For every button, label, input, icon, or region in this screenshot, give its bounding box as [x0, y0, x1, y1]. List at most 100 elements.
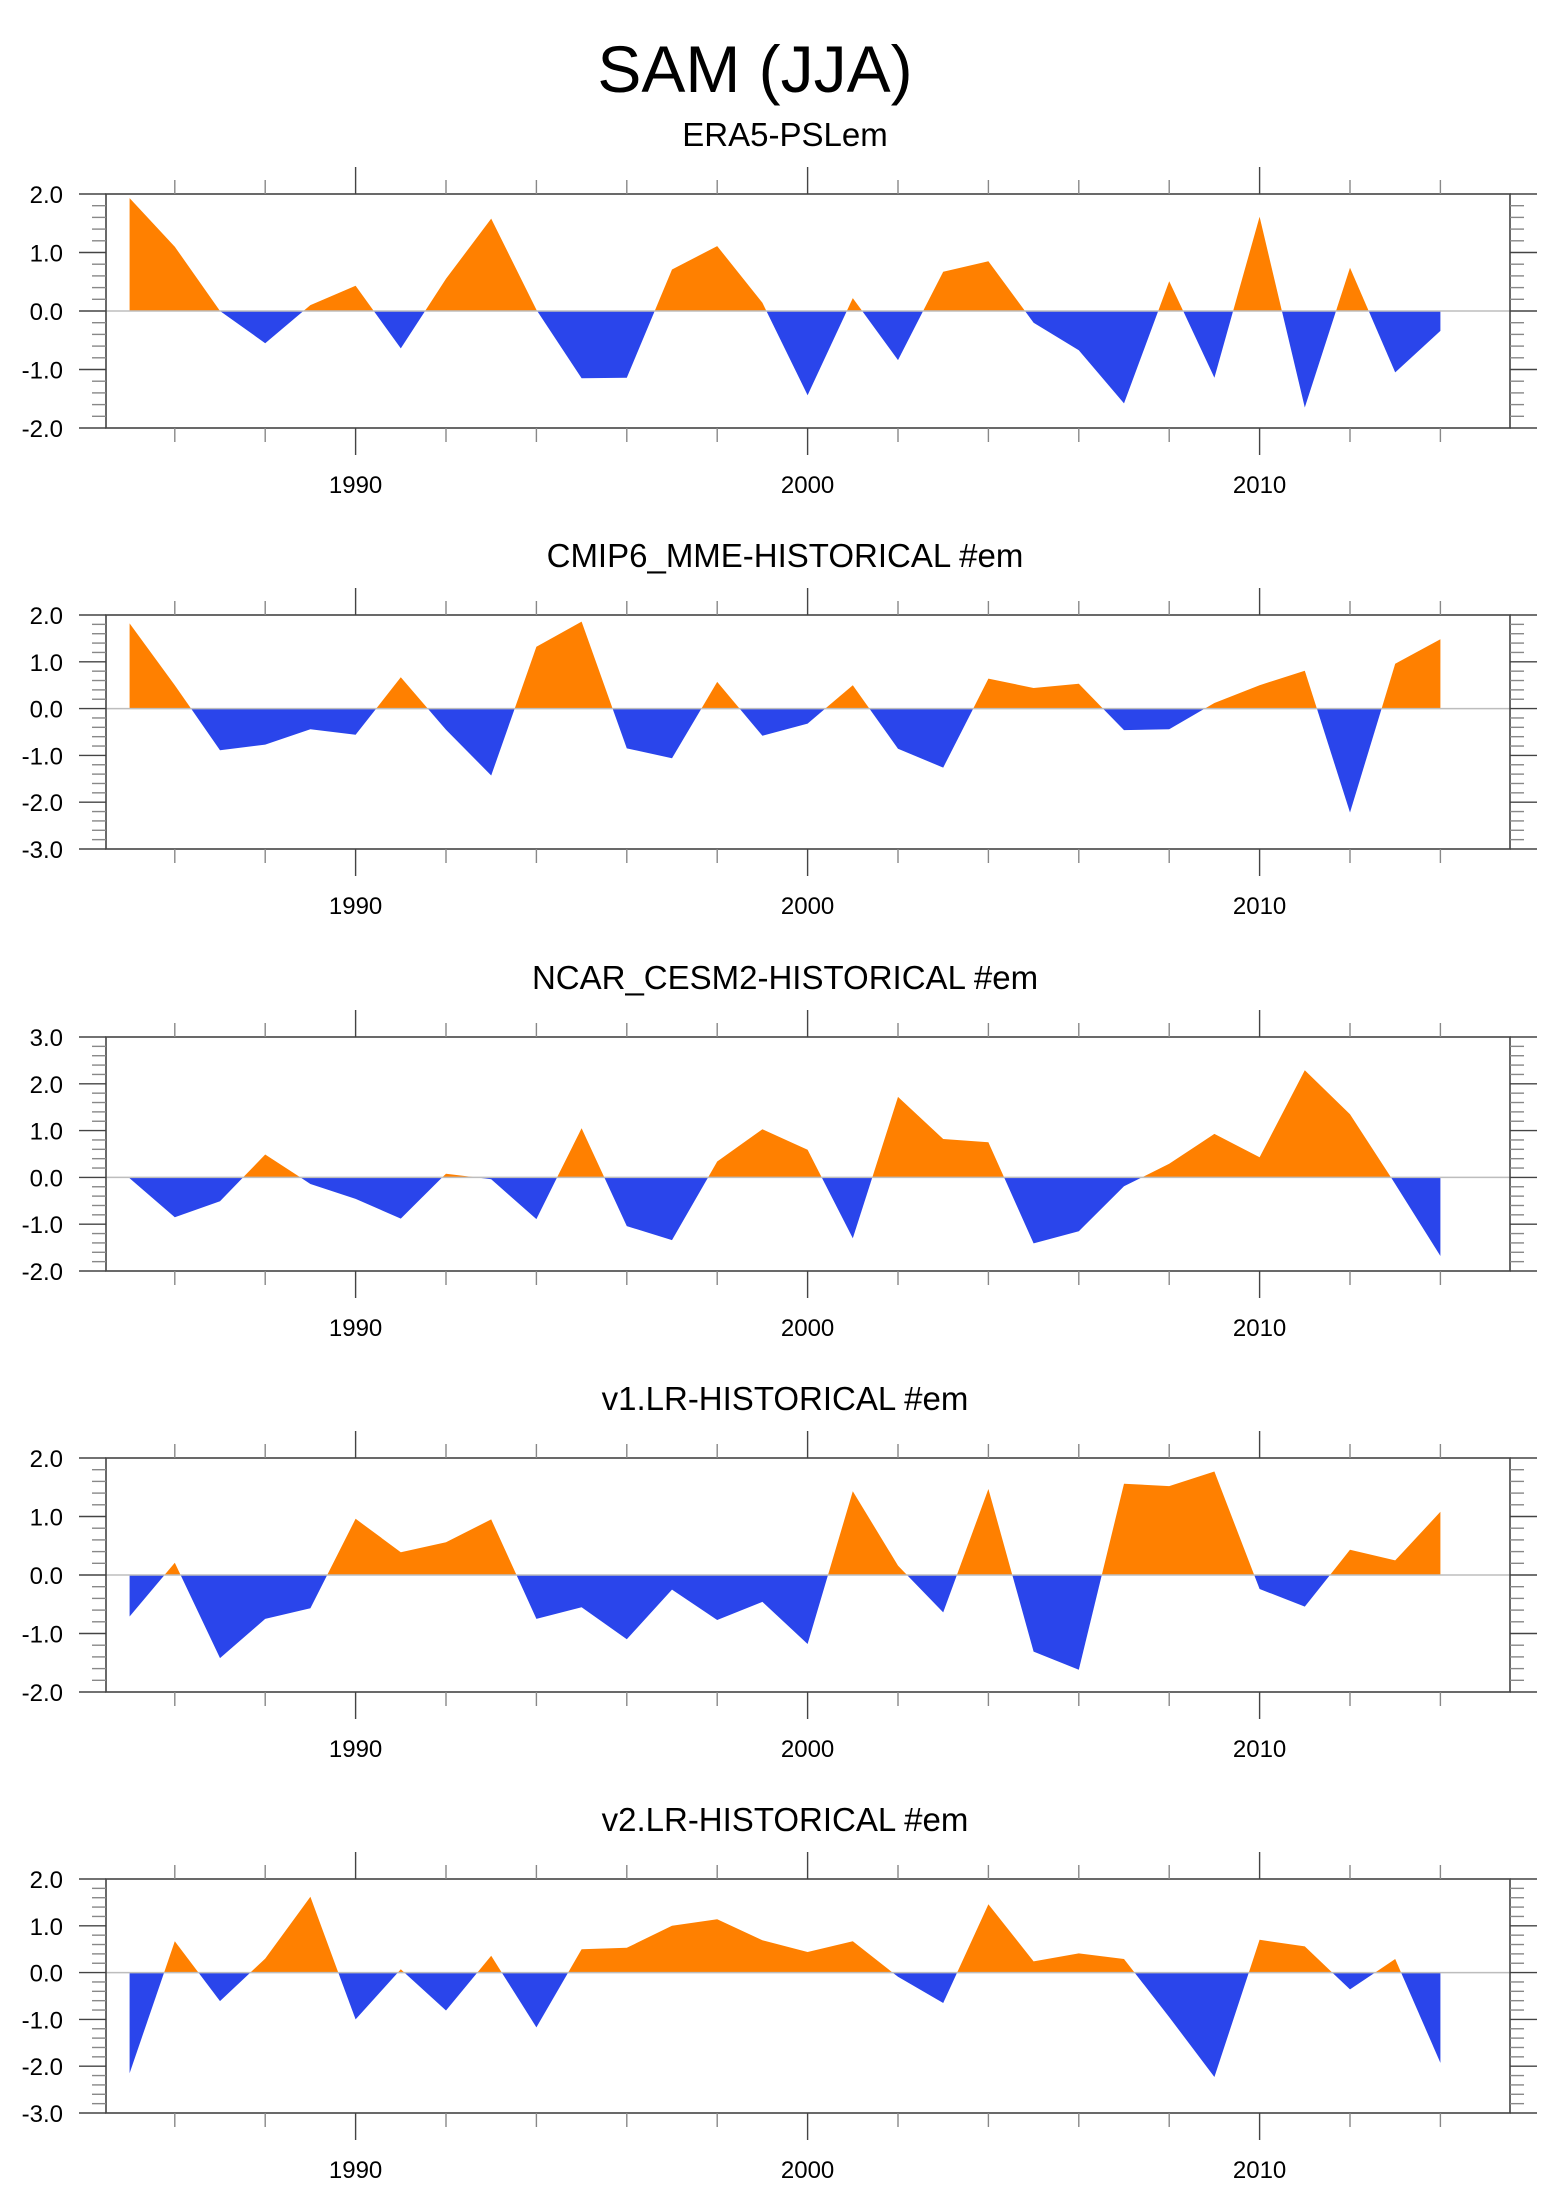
positive-area [129, 623, 192, 709]
negative-area [1103, 708, 1205, 731]
negative-area [1391, 1177, 1441, 1256]
negative-area [1316, 708, 1382, 813]
x-tick-label: 1990 [329, 893, 382, 920]
negative-area [1004, 1177, 1142, 1244]
negative-area [300, 1177, 443, 1219]
negative-area [612, 708, 702, 759]
negative-area [220, 311, 304, 344]
positive-area [956, 1489, 1013, 1575]
y-tick-label: 0.0 [30, 1563, 63, 1590]
x-tick-label: 2010 [1233, 472, 1286, 499]
x-tick-label: 2010 [1233, 2157, 1286, 2184]
positive-area [164, 1562, 181, 1575]
panel-4: v1.LR-HISTORICAL #em 1990 2000 2010 2.0 1.0 0.… [22, 1380, 1537, 1763]
y-tick-label: -2.0 [22, 2054, 63, 2081]
y-tick-label: 2.0 [30, 1867, 63, 1894]
y-tick-label: 0.0 [30, 1165, 63, 1192]
x-tick-label: 1990 [329, 1315, 382, 1342]
negative-area [1368, 311, 1441, 373]
y-tick-label: 1.0 [30, 1119, 63, 1146]
positive-area [477, 1955, 502, 1973]
negative-area [869, 708, 974, 768]
positive-area [1248, 1939, 1333, 1973]
y-tick-label: 1.0 [30, 1505, 63, 1532]
positive-area [327, 1518, 517, 1575]
plot-frame [105, 614, 1511, 850]
positive-area [1101, 1471, 1255, 1575]
y-tick-label: 2.0 [30, 182, 63, 209]
positive-area [376, 677, 428, 709]
positive-area [568, 1919, 893, 1973]
y-tick-label: -2.0 [22, 416, 63, 443]
y-tick-label: -2.0 [22, 1680, 63, 1707]
negative-area [476, 1177, 558, 1220]
y-tick-label: 2.0 [30, 1446, 63, 1473]
negative-area [821, 1177, 873, 1239]
negative-area [739, 708, 826, 736]
negative-area [766, 311, 847, 396]
x-tick-label: 2000 [781, 1315, 834, 1342]
positive-area [1141, 1070, 1391, 1178]
y-tick-label: -3.0 [22, 2101, 63, 2128]
positive-area [164, 1941, 199, 1973]
y-tick-label: 1.0 [30, 241, 63, 268]
positive-area [872, 1096, 1005, 1178]
positive-area [654, 246, 767, 311]
positive-area [701, 681, 740, 709]
positive-area [846, 298, 863, 311]
negative-area [129, 1575, 165, 1617]
figure-title: SAM (JJA) [597, 32, 912, 106]
y-tick-label: -1.0 [22, 358, 63, 385]
negative-area [1183, 311, 1234, 378]
positive-area [1375, 1959, 1402, 1973]
y-tick-label: -1.0 [22, 2007, 63, 2034]
y-tick-label: 1.0 [30, 650, 63, 677]
panel-title: v1.LR-HISTORICAL #em [602, 1380, 969, 1417]
y-tick-label: -1.0 [22, 1212, 63, 1239]
positive-area [303, 285, 374, 311]
positive-area [708, 1129, 822, 1178]
negative-area [427, 708, 515, 776]
negative-area [1134, 1972, 1249, 2077]
negative-area [516, 1575, 828, 1644]
panel-1: ERA5-PSLem 1990 2000 2010 2.0 1.0 0.0 -1.0 -2.0 [22, 116, 1537, 499]
x-tick-label: 1990 [329, 1736, 382, 1763]
negative-area [1025, 311, 1159, 404]
positive-area [973, 678, 1103, 709]
negative-area [1281, 311, 1336, 408]
y-tick-label: 0.0 [30, 697, 63, 724]
negative-area [198, 1972, 251, 2002]
y-tick-label: -1.0 [22, 1622, 63, 1649]
x-tick-label: 1990 [329, 2157, 382, 2184]
y-tick-label: 0.0 [30, 299, 63, 326]
negative-area [1254, 1575, 1330, 1607]
negative-area [907, 1575, 957, 1613]
positive-area [1336, 267, 1369, 311]
positive-area [1158, 281, 1184, 311]
panel-title: ERA5-PSLem [682, 116, 887, 153]
y-tick-label: -1.0 [22, 743, 63, 770]
positive-area [957, 1904, 1135, 1973]
panel-5: v2.LR-HISTORICAL #em 1990 2000 2010 2.0 1.0 0.… [22, 1801, 1537, 2184]
positive-area [243, 1154, 301, 1178]
positive-area [923, 261, 1025, 311]
panel-3: NCAR_CESM2-HISTORICAL #em 1990 2000 2010 3.0… [22, 959, 1537, 1342]
y-tick-label: -3.0 [22, 837, 63, 864]
negative-area [537, 311, 655, 379]
negative-area [373, 311, 426, 349]
positive-area [1233, 216, 1282, 311]
x-tick-label: 2010 [1233, 1315, 1286, 1342]
positive-area [129, 198, 220, 311]
x-tick-label: 2000 [781, 472, 834, 499]
y-tick-label: 2.0 [30, 603, 63, 630]
y-tick-label: 1.0 [30, 1914, 63, 1941]
negative-area [892, 1972, 958, 2003]
x-tick-label: 2010 [1233, 893, 1286, 920]
positive-area [557, 1128, 605, 1178]
negative-area [191, 708, 377, 751]
y-tick-label: 2.0 [30, 1072, 63, 1099]
negative-area [862, 311, 924, 361]
negative-area [1332, 1972, 1375, 1990]
x-tick-label: 2000 [781, 1736, 834, 1763]
